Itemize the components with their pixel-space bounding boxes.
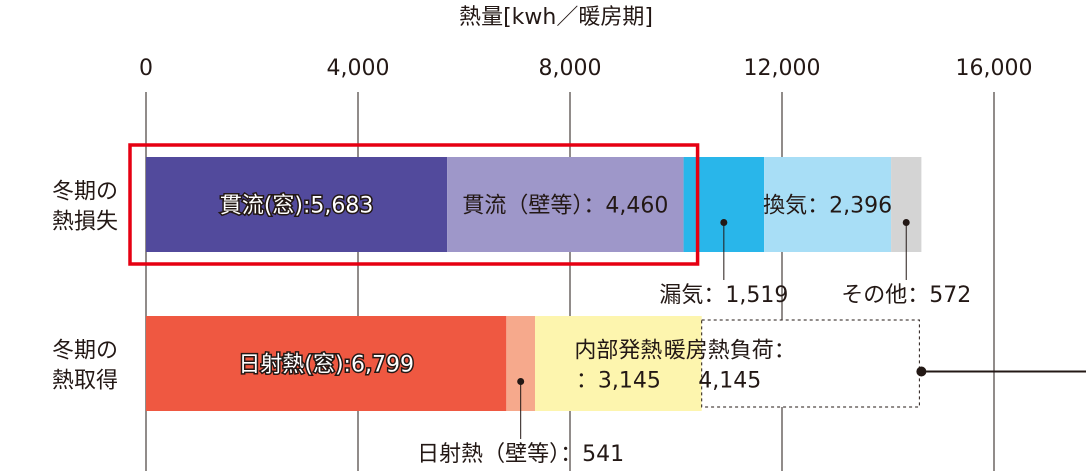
bar-segment bbox=[764, 157, 892, 252]
row-label: 冬期の bbox=[52, 339, 118, 364]
row-label: 熱取得 bbox=[52, 369, 118, 394]
bar-segment bbox=[146, 157, 448, 252]
bar-segment bbox=[447, 157, 684, 252]
row-label: 熱損失 bbox=[52, 210, 118, 235]
highlight-box bbox=[128, 143, 700, 266]
segment-label: 4,145 bbox=[698, 369, 761, 394]
leader-dot bbox=[720, 219, 728, 226]
leader-dot bbox=[902, 219, 910, 226]
segment-label: 漏気：1,519 bbox=[659, 283, 788, 308]
axis-title: 熱量[kwh／暖房期] bbox=[459, 5, 653, 30]
segment-label: 日射熱（壁等）：541 bbox=[417, 442, 624, 467]
segment-label: 内部発熱 bbox=[574, 339, 662, 364]
tick-label: 4,000 bbox=[327, 56, 390, 81]
tick-label: 12,000 bbox=[744, 56, 821, 81]
bar-segment bbox=[146, 316, 507, 411]
segment-label: 日射熱(窓):6,799 bbox=[238, 353, 414, 378]
leader-dot bbox=[517, 378, 525, 385]
segment-label: 貫流(窓):5,683 bbox=[220, 194, 374, 219]
segment-label: ：3,145 bbox=[576, 369, 661, 394]
tick-label: 8,000 bbox=[539, 56, 602, 81]
row-label: 冬期の bbox=[52, 180, 118, 205]
tick-label: 16,000 bbox=[956, 56, 1033, 81]
segment-label: 暖房熱負荷： bbox=[664, 339, 796, 364]
segment-label: 貫流（壁等）：4,460 bbox=[462, 194, 668, 219]
tick-label: 0 bbox=[139, 56, 153, 81]
bar-segment bbox=[535, 316, 702, 411]
segment-label: 換気：2,396 bbox=[763, 194, 892, 219]
segment-label: その他：572 bbox=[841, 283, 971, 308]
bar-segment bbox=[701, 319, 920, 408]
